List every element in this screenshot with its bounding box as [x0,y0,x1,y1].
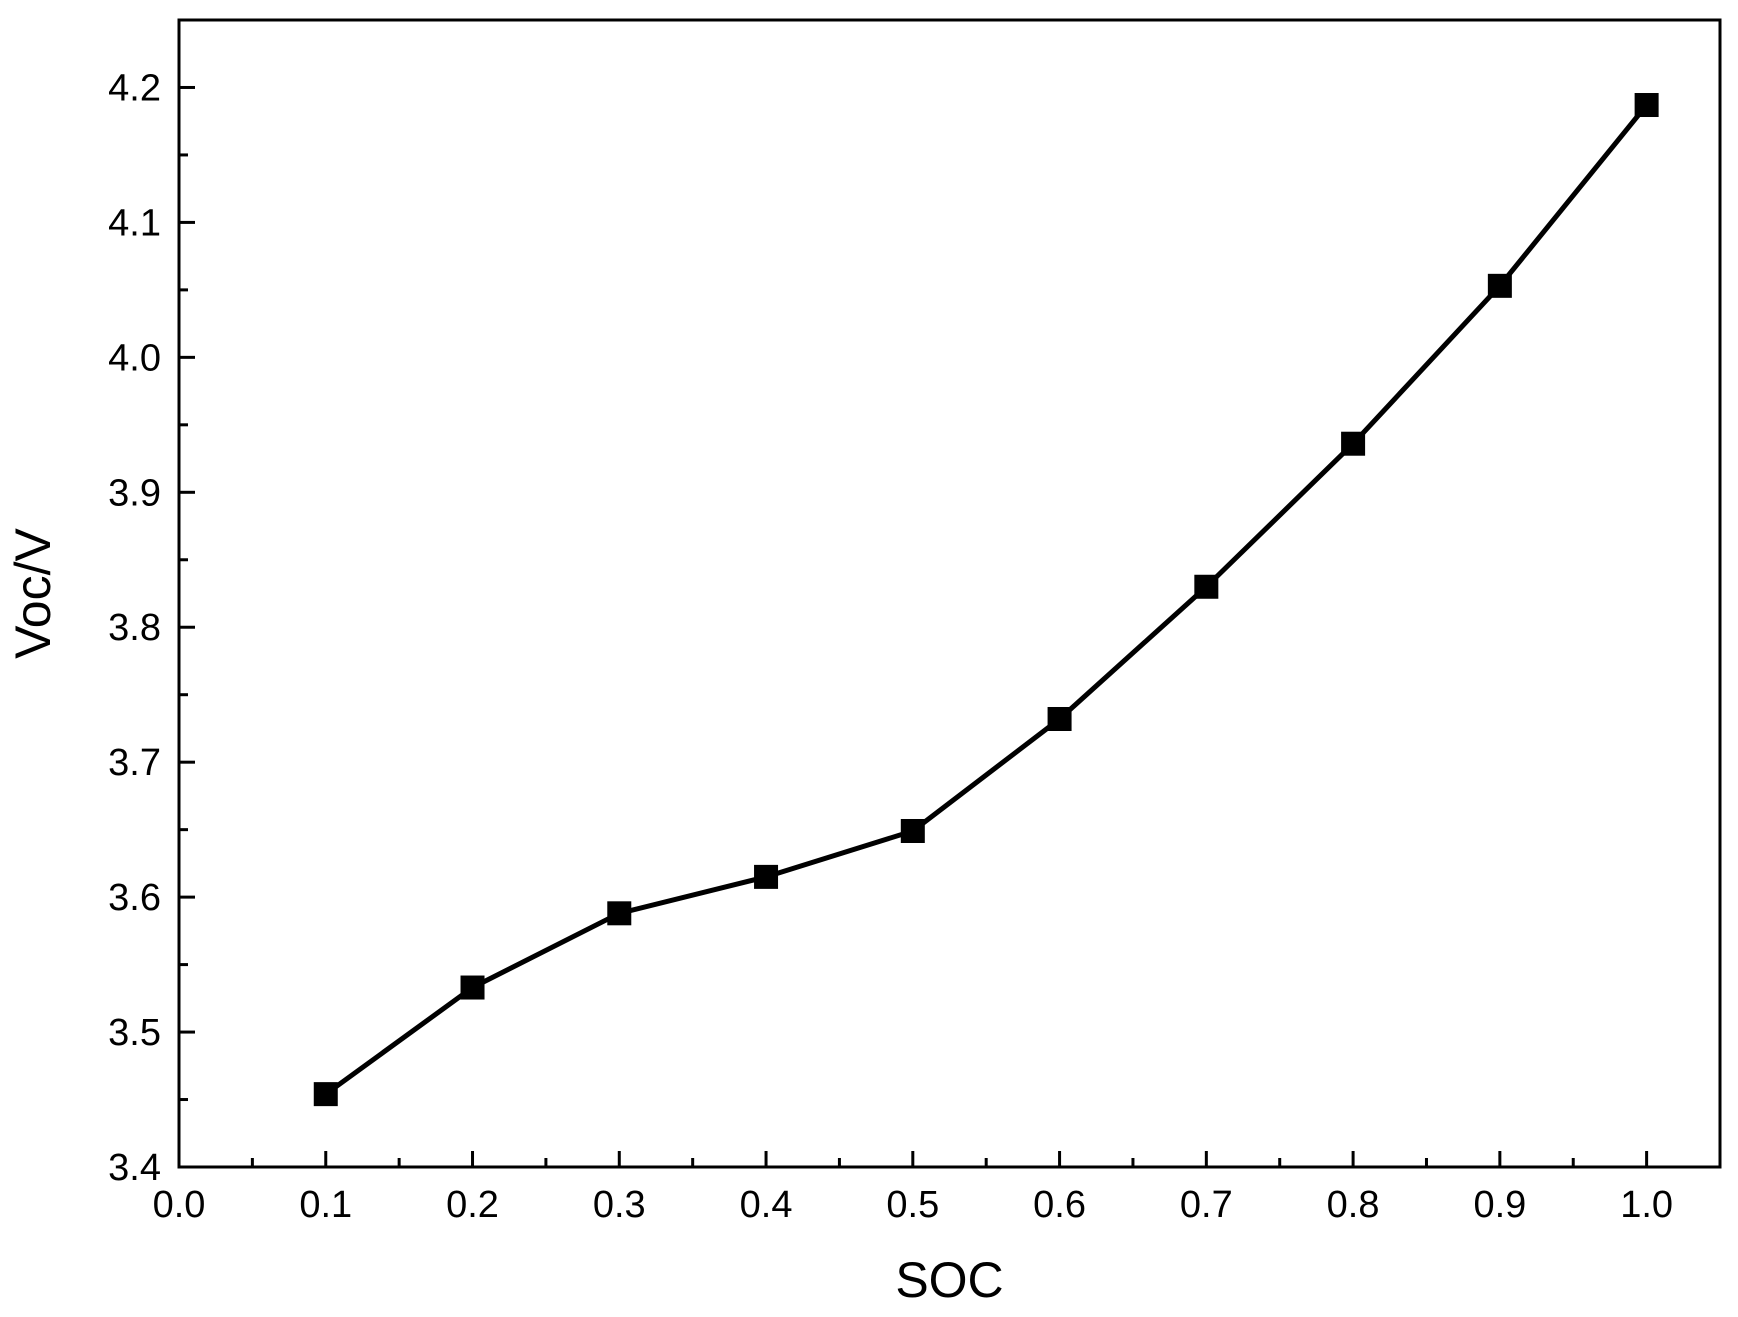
data-point-marker [900,818,925,843]
x-tick-label: 0.5 [886,1184,939,1226]
data-point-marker [1194,574,1219,599]
y-tick-label: 3.6 [108,877,161,919]
x-tick-label: 0.2 [446,1184,499,1226]
x-tick-label: 0.0 [153,1184,206,1226]
y-tick-label: 3.7 [108,742,161,784]
data-point-marker [607,901,632,926]
y-tick-label: 3.8 [108,607,161,649]
series-layer [313,93,1659,1107]
data-point-marker [460,975,485,1000]
x-tick-label: 0.9 [1473,1184,1526,1226]
labels-layer: 0.0 0.1 0.2 0.3 0.4 0.5 0.6 0.7 0.8 0.9 1.0 3.4 3.5 3… [108,67,1673,1226]
plot-frame [177,18,1722,1169]
data-point-marker [1341,431,1366,456]
y-tick-label: 3.9 [108,472,161,514]
y-axis-title: Voc/V [5,528,61,659]
data-point-marker [1047,706,1072,731]
y-tick-label: 4.2 [108,67,161,109]
data-point-marker [1634,93,1659,118]
data-point-marker [1487,273,1512,298]
x-tick-label: 0.7 [1180,1184,1233,1226]
x-tick-label: 0.4 [740,1184,793,1226]
y-tick-label: 3.4 [108,1147,161,1189]
series-line [324,103,1649,1097]
x-tick-label: 0.3 [593,1184,646,1226]
x-tick-label: 1.0 [1620,1184,1673,1226]
data-point-marker [754,864,779,889]
y-tick-label: 4.1 [108,202,161,244]
x-tick-label: 0.8 [1327,1184,1380,1226]
data-point-marker [313,1082,338,1107]
x-tick-label: 0.1 [299,1184,352,1226]
x-axis-title: SOC [895,1252,1003,1308]
y-tick-label: 4.0 [108,337,161,379]
y-tick-label: 3.5 [108,1012,161,1054]
x-tick-label: 0.6 [1033,1184,1086,1226]
